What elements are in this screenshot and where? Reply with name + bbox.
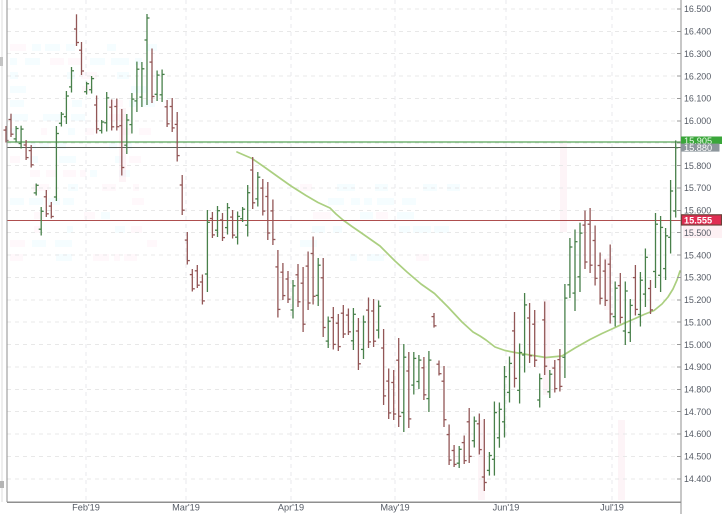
svg-text:Mar'19: Mar'19 [172, 503, 200, 513]
svg-text:14.800: 14.800 [684, 385, 711, 395]
svg-text:15.880: 15.880 [684, 143, 712, 153]
svg-text:15.100: 15.100 [684, 317, 711, 327]
svg-text:15.200: 15.200 [684, 295, 711, 305]
svg-text:15.700: 15.700 [684, 183, 711, 193]
svg-text:15.400: 15.400 [684, 250, 711, 260]
svg-text:15.300: 15.300 [684, 273, 711, 283]
svg-text:16.200: 16.200 [684, 71, 711, 81]
svg-text:16.400: 16.400 [684, 27, 711, 37]
svg-text:15.500: 15.500 [684, 228, 711, 238]
svg-text:16.300: 16.300 [684, 49, 711, 59]
svg-text:Feb'19: Feb'19 [72, 503, 100, 513]
svg-text:16.500: 16.500 [684, 4, 711, 14]
svg-text:Jul'19: Jul'19 [600, 503, 624, 513]
svg-text:14.900: 14.900 [684, 362, 711, 372]
svg-text:14.400: 14.400 [684, 474, 711, 484]
svg-text:Jun'19: Jun'19 [493, 503, 520, 513]
svg-text:15.600: 15.600 [684, 206, 711, 216]
svg-text:15.555: 15.555 [684, 215, 712, 225]
svg-text:16.000: 16.000 [684, 116, 711, 126]
svg-text:14.600: 14.600 [684, 429, 711, 439]
svg-text:16.100: 16.100 [684, 94, 711, 104]
svg-text:Apr'19: Apr'19 [278, 503, 304, 513]
svg-text:14.700: 14.700 [684, 407, 711, 417]
svg-text:15.800: 15.800 [684, 161, 711, 171]
svg-text:14.500: 14.500 [684, 452, 711, 462]
svg-text:15.905: 15.905 [684, 136, 712, 146]
svg-text:15.000: 15.000 [684, 340, 711, 350]
svg-text:May'19: May'19 [380, 503, 409, 513]
